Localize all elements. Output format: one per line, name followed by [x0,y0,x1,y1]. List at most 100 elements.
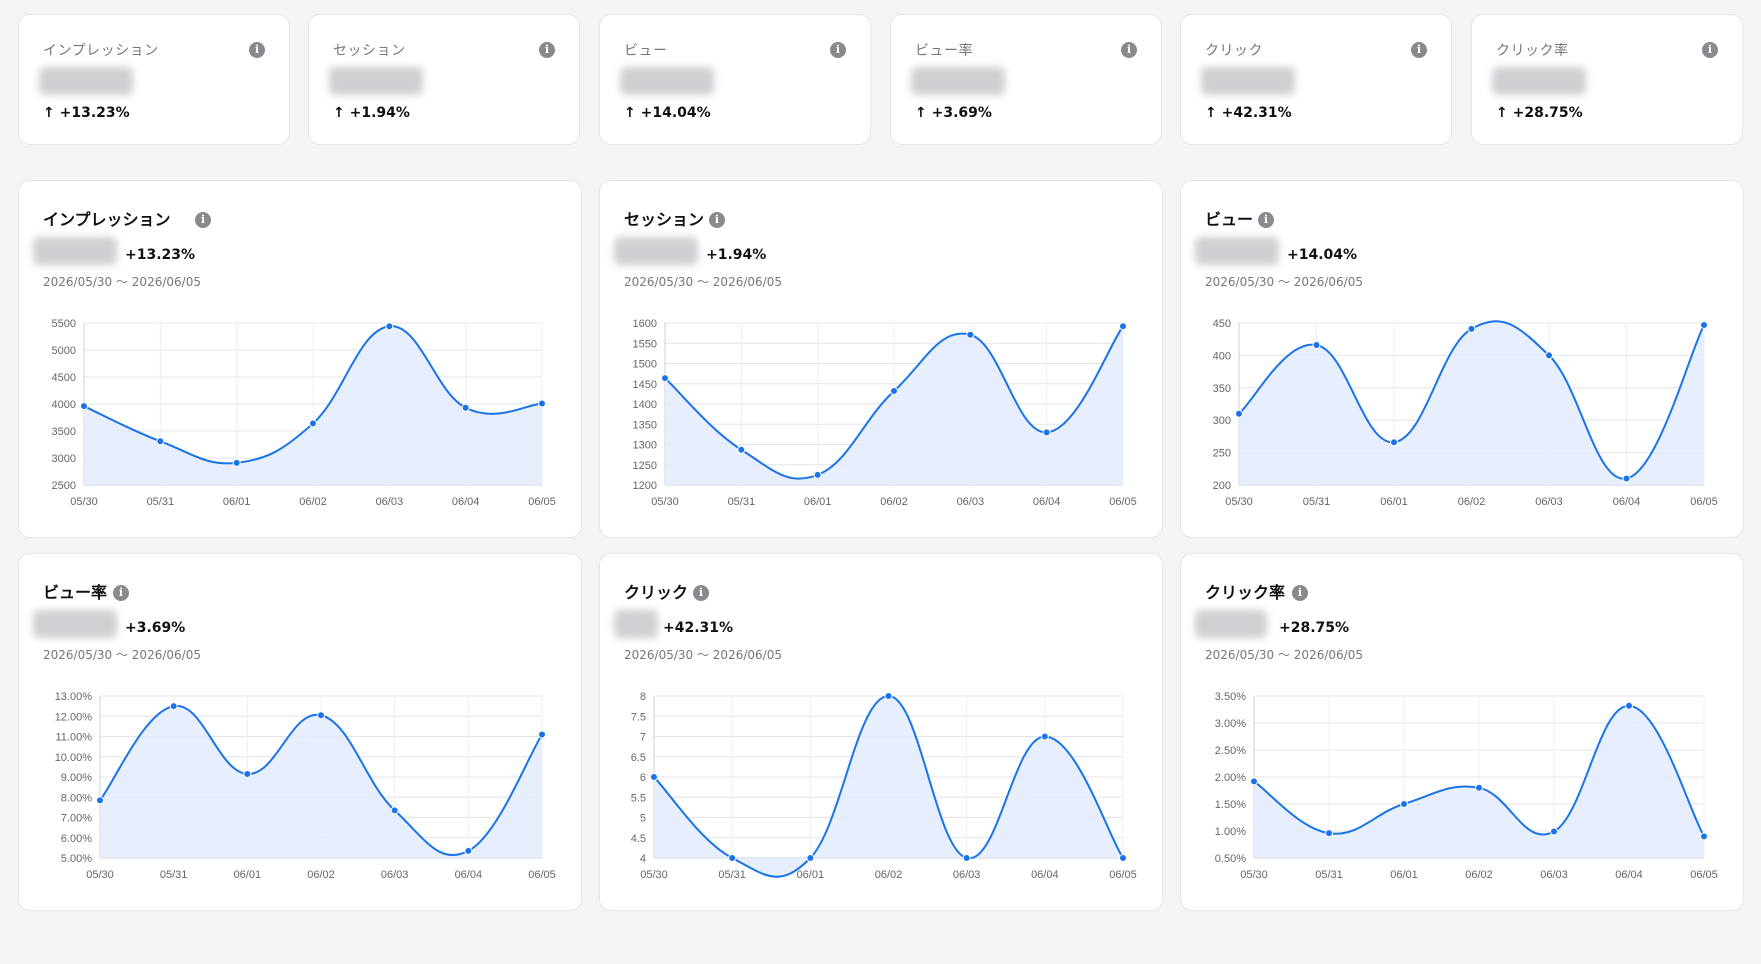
data-point [661,374,669,383]
info-icon[interactable]: i [1411,42,1427,58]
line-chart: 200 250 300 350 400 450 05/30 05/31 06/01 06/02 06… [1213,318,1718,508]
info-icon[interactable]: i [539,42,555,58]
y-tick-label: 9.00% [61,772,92,784]
info-icon[interactable]: i [693,585,709,601]
x-tick-label: 05/30 [86,869,114,881]
chart-date-range: 2026/05/30 〜 2026/06/05 [43,275,201,289]
data-point [966,330,975,339]
chart-value-redacted [614,610,658,638]
data-point [1700,320,1708,329]
chart-value-redacted [1195,237,1279,265]
data-point [890,387,898,396]
info-icon[interactable]: i [1292,585,1308,601]
x-tick-label: 05/30 [1240,869,1268,881]
y-tick-label: 4 [640,853,646,865]
x-tick-label: 06/03 [957,496,985,508]
x-tick-label: 05/30 [70,496,98,508]
y-tick-label: 5000 [52,345,76,357]
kpi-card-sessions: セッション i ↑ +1.94% [308,14,580,145]
x-tick-label: 06/04 [1031,869,1059,881]
chart-delta: +1.94% [706,247,767,263]
kpi-label: クリック率 [1496,43,1569,59]
x-tick-label: 06/05 [1690,496,1718,508]
info-icon[interactable]: i [249,42,265,58]
data-point [728,854,737,862]
kpi-value-redacted [39,67,133,95]
y-tick-label: 1300 [633,440,657,452]
x-tick-label: 06/05 [528,496,556,508]
chart-date-range: 2026/05/30 〜 2026/06/05 [624,648,782,662]
x-tick-label: 06/04 [1615,869,1643,881]
x-tick-label: 05/30 [651,496,679,508]
line-chart: 1200 1250 1300 1350 1400 1450 1500 1550 1600 05/3… [633,318,1137,508]
kpi-value-redacted [329,67,423,95]
x-tick-label: 06/01 [797,869,825,881]
y-tick-label: 3.50% [1215,691,1246,703]
kpi-delta: ↑ +28.75% [1496,105,1583,121]
kpi-card-view-rate: ビュー率 i ↑ +3.69% [890,14,1162,145]
series-area [1254,705,1704,858]
chart-delta: +42.31% [663,620,734,636]
kpi-delta: ↑ +14.04% [624,105,711,121]
y-tick-label: 6.00% [61,833,92,845]
data-point [309,419,317,428]
chart-title: インプレッション [43,210,171,229]
x-tick-label: 06/02 [875,869,903,881]
info-icon[interactable]: i [709,212,725,228]
y-tick-label: 10.00% [55,752,93,764]
chart-title: クリック率 [1205,583,1286,602]
data-point [1235,409,1243,418]
data-point [1625,701,1633,710]
data-point [884,692,893,700]
chart-title: セッション [624,210,705,229]
y-tick-label: 3500 [52,426,76,438]
y-tick-label: 8.00% [61,792,92,804]
chart-value-redacted [1195,610,1267,638]
chart-delta: +13.23% [125,247,196,263]
x-tick-label: 06/05 [1690,869,1718,881]
kpi-delta: ↑ +1.94% [333,105,410,121]
info-icon[interactable]: i [195,212,211,228]
data-point [390,806,399,815]
data-point [962,854,971,862]
info-icon[interactable]: i [1258,212,1274,228]
data-point [232,458,241,467]
data-point [169,702,178,711]
line-chart: 0.50% 1.00% 1.50% 2.00% 2.50% 3.00% 3.50% 05/30… [1215,691,1718,881]
info-icon[interactable]: i [1121,42,1137,58]
data-point [813,470,822,479]
data-point [1400,800,1408,808]
data-point [1545,351,1553,360]
x-tick-label: 06/03 [953,869,981,881]
info-icon[interactable]: i [1702,42,1718,58]
chart-delta: +28.75% [1279,620,1350,636]
y-tick-label: 1350 [633,419,657,431]
kpi-card-clicks: クリック i ↑ +42.31% [1180,14,1452,145]
info-icon[interactable]: i [830,42,846,58]
x-tick-label: 06/04 [1613,496,1641,508]
x-tick-label: 06/02 [880,496,908,508]
x-tick-label: 06/02 [307,869,335,881]
chart-date-range: 2026/05/30 〜 2026/06/05 [1205,275,1363,289]
y-tick-label: 1600 [633,318,657,330]
data-point [737,445,746,454]
series-area [1239,321,1704,485]
y-tick-label: 3.00% [1215,718,1246,730]
series-area [84,326,542,485]
data-point [806,854,815,862]
x-tick-label: 06/05 [1109,496,1137,508]
data-point [1475,783,1483,792]
line-chart: 5.00% 6.00% 7.00% 8.00% 9.00% 10.00% 11.00% 12.… [55,691,556,881]
x-tick-label: 05/31 [1315,869,1343,881]
data-point [538,730,546,739]
y-tick-label: 11.00% [56,732,93,744]
data-point [243,769,252,778]
info-icon[interactable]: i [113,585,129,601]
kpi-row: インプレッション i ↑ +13.23% セッション i ↑ +1.94% ビュ… [18,14,1744,146]
kpi-label: セッション [333,43,406,59]
y-tick-label: 13.00% [55,691,93,703]
y-tick-label: 4000 [52,399,76,411]
y-tick-label: 6.5 [631,752,646,764]
series-area [654,696,1123,877]
data-point [1042,428,1051,437]
